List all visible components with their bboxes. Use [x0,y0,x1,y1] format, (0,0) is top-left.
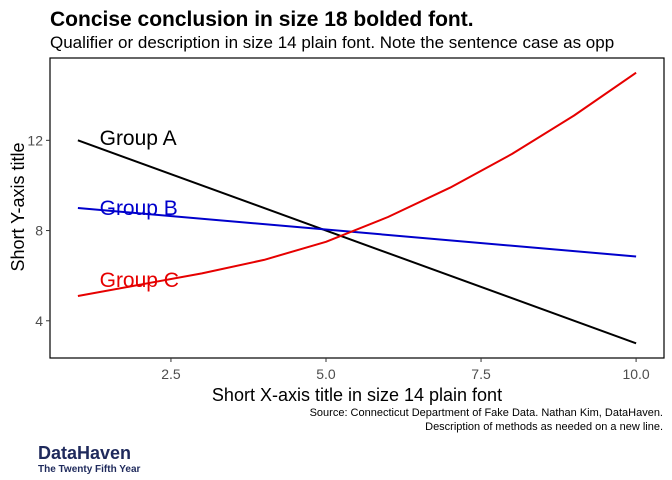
series-layer [77,71,637,345]
series-line-group-a [77,139,637,345]
y-axis: 4 8 12 [27,132,50,329]
series-label-group-a: Group A [100,127,177,150]
datahaven-logo: DataHaven The Twenty Fifth Year [38,443,141,475]
source-caption: Source: Connecticut Department of Fake D… [310,407,663,419]
logo-tagline: The Twenty Fifth Year [38,464,141,475]
x-axis-title: Short X-axis title in size 14 plain font [212,385,502,405]
series-line-group-c [77,71,637,297]
logo-name: DataHaven [38,443,131,463]
series-label-layer: Group A Group B Group C [100,127,179,292]
x-tick-label: 10.0 [622,366,649,382]
y-tick-label: 4 [35,313,43,329]
series-label-group-b: Group B [100,197,178,220]
x-axis: 2.5 5.0 7.5 10.0 [161,358,650,382]
chart-subtitle: Qualifier or description in size 14 plai… [50,33,614,52]
y-tick-label: 8 [35,223,43,239]
chart-title: Concise conclusion in size 18 bolded fon… [50,8,474,31]
x-tick-label: 2.5 [161,366,181,382]
plot-border [49,57,665,359]
series-label-group-c: Group C [100,269,179,292]
y-tick-label: 12 [27,132,43,148]
series-line-group-b [77,207,637,258]
plot-area: Group A Group B Group C 2.5 5.0 7.5 10.0 4 8 12 [27,57,665,382]
methods-caption: Description of methods as needed on a ne… [425,421,663,433]
y-axis-title: Short Y-axis title [8,142,28,271]
x-tick-label: 7.5 [471,366,491,382]
x-tick-label: 5.0 [316,366,336,382]
